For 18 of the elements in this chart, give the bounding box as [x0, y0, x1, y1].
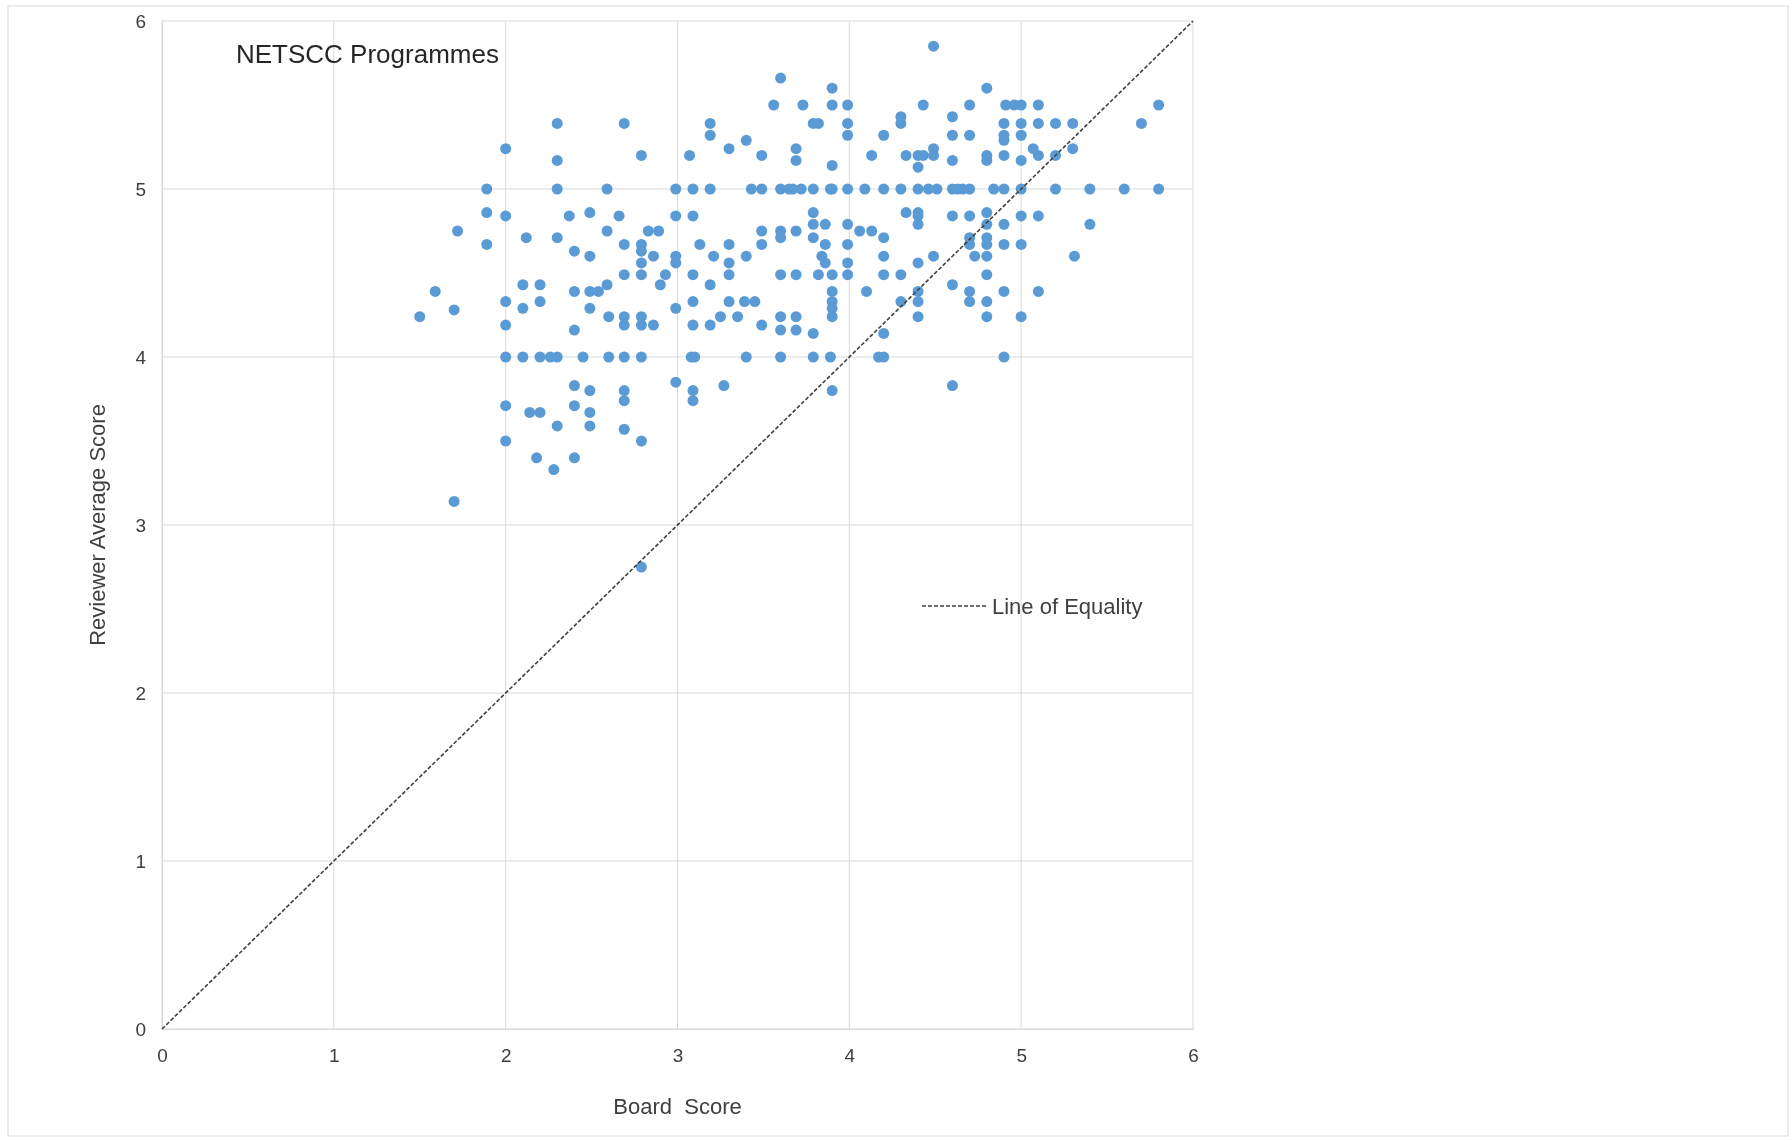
y-tick-label: 6 — [135, 10, 146, 32]
x-tick-label: 2 — [500, 1045, 512, 1067]
y-tick-label: 4 — [135, 346, 147, 368]
x-tick-label: 6 — [1188, 1045, 1199, 1067]
y-tick-label: 5 — [135, 178, 146, 200]
text: NETSCC Programmes — [236, 39, 499, 69]
x-tick-label: 0 — [157, 1045, 168, 1067]
x-tick-label: 4 — [844, 1045, 856, 1067]
y-tick-label: 2 — [135, 682, 146, 704]
x-axis-title: Board Score — [613, 1094, 742, 1119]
legend-label: Line of Equality — [992, 594, 1143, 619]
y-tick-label: 1 — [135, 850, 146, 872]
x-tick-label: 5 — [1016, 1045, 1027, 1067]
y-tick-label: 0 — [135, 1018, 146, 1040]
x-tick-label: 1 — [329, 1045, 340, 1067]
y-axis-title: Reviewer Average Score — [85, 404, 110, 646]
y-tick-label: 3 — [135, 514, 146, 536]
x-tick-label: 3 — [672, 1045, 684, 1067]
